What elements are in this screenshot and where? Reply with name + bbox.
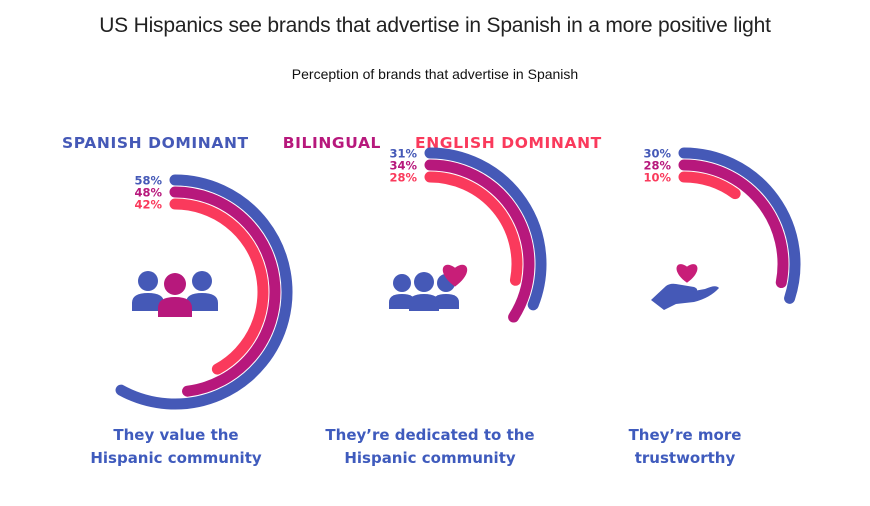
arc-english-dominant-1 — [169, 198, 269, 375]
value-label-bilingual-3: 28% — [643, 159, 671, 173]
value-label-english-dominant-2: 28% — [389, 171, 417, 185]
caption-trustworthy: They’re more trustworthy — [628, 426, 742, 467]
value-label-spanish-dominant-2: 31% — [389, 147, 417, 161]
value-label-bilingual-2: 34% — [389, 159, 417, 173]
people-heart-icon — [389, 264, 468, 311]
arc-english-dominant-3 — [678, 171, 741, 200]
value-label-bilingual-1: 48% — [134, 186, 162, 200]
legend: SPANISH DOMINANT BILINGUAL ENGLISH DOMIN… — [62, 134, 602, 152]
arc-bilingual-1 — [169, 186, 281, 397]
arc-spanish-dominant-1 — [115, 174, 293, 410]
arc-bilingual-2 — [424, 159, 535, 323]
people-group-icon — [132, 271, 218, 317]
chart-title: US Hispanics see brands that advertise i… — [99, 14, 771, 37]
caption-value-community: They value the Hispanic community — [90, 426, 262, 467]
chart-subtitle: Perception of brands that advertise in S… — [291, 66, 579, 82]
value-label-spanish-dominant-3: 30% — [643, 147, 671, 161]
caption-dedicated-community: They’re dedicated to the Hispanic commun… — [325, 426, 535, 467]
arc-spanish-dominant-3 — [678, 147, 801, 304]
arc-english-dominant-2 — [424, 171, 523, 286]
legend-item-spanish-dominant: SPANISH DOMINANT — [62, 134, 249, 152]
value-label-english-dominant-1: 42% — [134, 198, 162, 212]
legend-item-bilingual: BILINGUAL — [282, 134, 382, 152]
legend-item-english-dominant: ENGLISH DOMINANT — [415, 134, 602, 152]
value-label-english-dominant-3: 10% — [643, 171, 671, 185]
value-label-spanish-dominant-1: 58% — [134, 174, 162, 188]
arc-spanish-dominant-2 — [424, 147, 547, 311]
hand-heart-icon — [651, 264, 719, 310]
arc-bilingual-3 — [678, 159, 789, 289]
